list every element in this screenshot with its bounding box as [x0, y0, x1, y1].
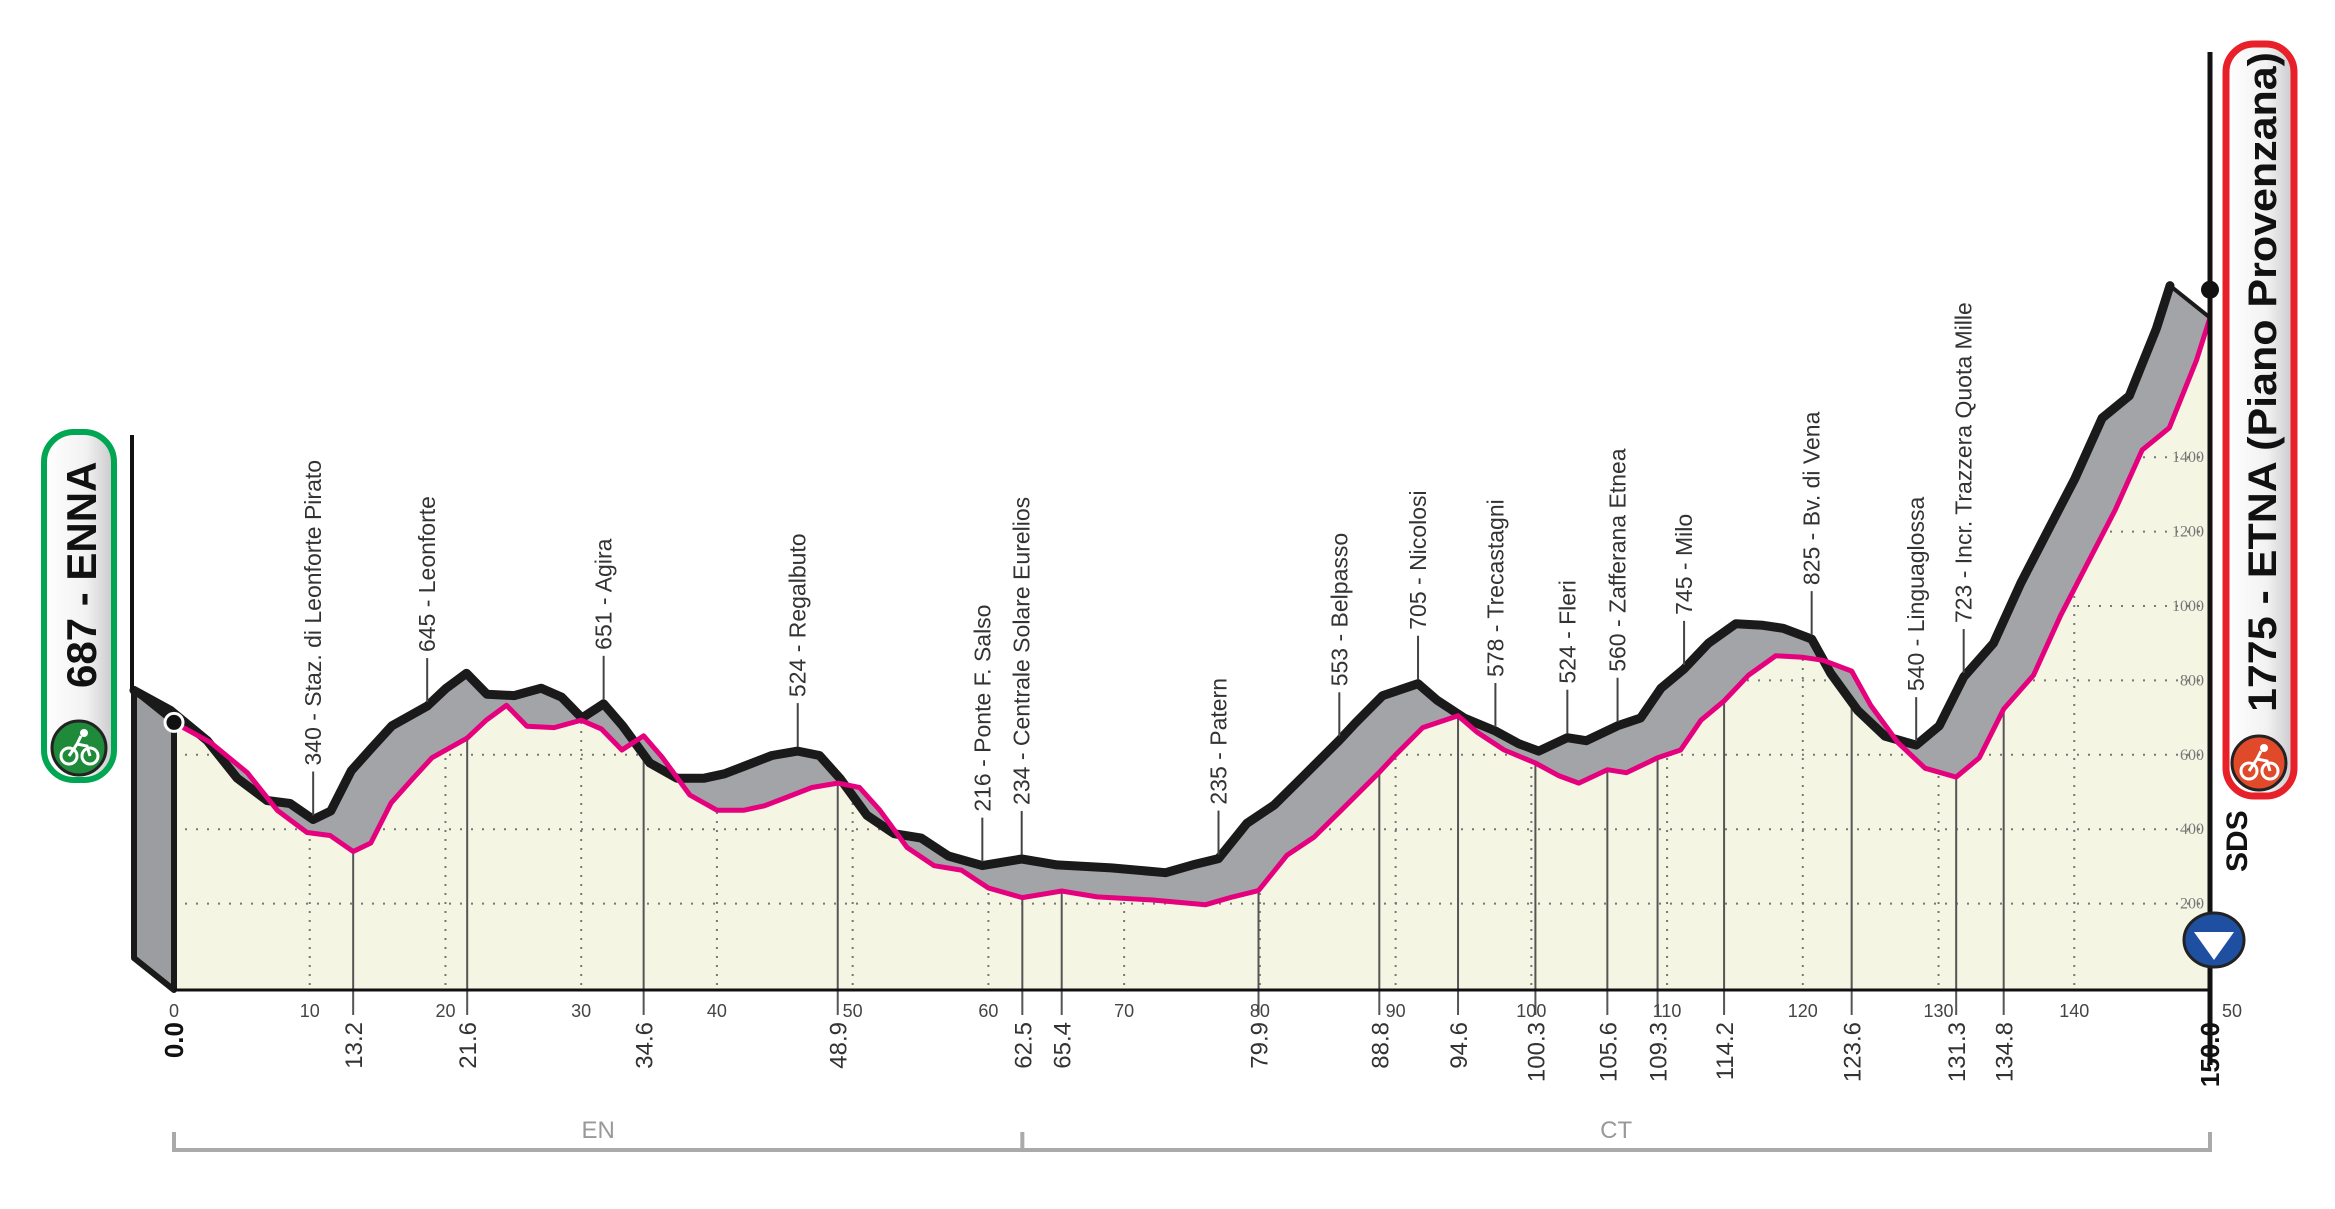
y-tick-label: 1000 [2172, 598, 2204, 615]
y-tick-label: 200 [2180, 896, 2204, 913]
start-badge: 687 - ENNA [41, 429, 117, 783]
waypoint-label: 705 - Nicolosi [1405, 490, 1431, 629]
x-tick-label: 50 [2222, 1001, 2242, 1021]
waypoint-label: 825 - Bv. di Vena [1799, 411, 1825, 585]
cyclist-icon [50, 719, 108, 777]
km-marker-label: 94.6 [1446, 1022, 1473, 1069]
km-marker-label: 79.9 [1247, 1022, 1274, 1069]
km-marker-label: 13.2 [341, 1022, 368, 1069]
x-tick-label: 70 [1114, 1001, 1134, 1021]
km-marker-label: 134.8 [1992, 1022, 2019, 1082]
x-tick-label: 110 [1653, 1001, 1682, 1021]
profile-band-layer [129, 281, 2213, 993]
profile-fill-layer [174, 317, 2210, 990]
province-label: EN [581, 1117, 614, 1144]
waypoint-label: 560 - Zafferana Etnea [1605, 448, 1631, 672]
profile-outline [129, 281, 2175, 878]
x-tick-label: 40 [707, 1001, 727, 1021]
km-marker-label: 100.3 [1523, 1022, 1550, 1082]
km-marker-label: 0.0 [159, 1022, 189, 1058]
waypoint-label: 524 - Fleri [1554, 580, 1580, 684]
km-marker-label: 34.6 [632, 1022, 659, 1069]
y-tick-label: 1200 [2172, 524, 2204, 541]
finish-label: 1775 - ETNA (Piano Provenzana) [2241, 52, 2285, 712]
waypoint-label: 645 - Leonforte [414, 496, 440, 652]
x-tick-label: 100 [1516, 1001, 1546, 1021]
km-marker-label: 48.9 [826, 1022, 853, 1069]
x-tick-label: 60 [978, 1001, 998, 1021]
province-bar [172, 1132, 2212, 1152]
x-tick-label: 30 [571, 1001, 591, 1021]
waypoint-label: 524 - Regalbuto [785, 533, 811, 697]
y-tick-label: 1400 [2172, 449, 2204, 466]
profile-area [174, 317, 2210, 990]
y-tick-label: 400 [2180, 821, 2204, 838]
waypoint-label: 745 - Milo [1671, 514, 1697, 615]
waypoint-label: 651 - Agira [591, 538, 617, 649]
finish-marker-icon [2182, 911, 2246, 969]
waypoint-label: 723 - Incr. Trazzera Quota Mille [1951, 302, 1977, 623]
finish-point [2201, 280, 2219, 299]
waypoint-labels: 340 - Staz. di Leonforte Pirato 645 - Leo… [300, 302, 1977, 862]
finish-badge: 1775 - ETNA (Piano Provenzana) [2222, 40, 2298, 800]
km-marker-label: 105.6 [1595, 1022, 1622, 1082]
sds-logo: SDS [2221, 810, 2254, 872]
waypoint-label: 340 - Staz. di Leonforte Pirato [300, 460, 326, 766]
x-tick-label: 10 [300, 1001, 320, 1021]
waypoint-label: 540 - Linguaglossa [1903, 497, 1929, 692]
km-marker-label: 62.5 [1010, 1022, 1037, 1069]
y-tick-label: 600 [2180, 747, 2204, 764]
x-tick-label: 90 [1386, 1001, 1406, 1021]
km-marker-label: 123.6 [1840, 1022, 1867, 1082]
x-tick-label: 140 [2059, 1001, 2089, 1021]
x-tick-label: 130 [1924, 1001, 1954, 1021]
waypoint-label: 216 - Ponte F. Salso [969, 605, 995, 812]
waypoint-label: 553 - Belpasso [1326, 533, 1352, 686]
profile-left-face [131, 687, 177, 993]
x-tick-label: 80 [1250, 1001, 1270, 1021]
profile-edge [2168, 284, 2212, 320]
cyclist-icon [2230, 734, 2288, 792]
waypoint-label: 578 - Trecastagni [1482, 499, 1508, 677]
waypoint-label: 234 - Centrale Solare Eurelios [1009, 497, 1035, 805]
marker-lines [352, 671, 2005, 1015]
km-marker-label: 21.6 [455, 1022, 482, 1069]
y-tick-label: 800 [2180, 672, 2204, 689]
waypoint-label: 235 - Patern [1206, 678, 1232, 805]
x-tick-label: 20 [435, 1001, 455, 1021]
province-label: CT [1600, 1117, 1632, 1144]
start-label: 687 - ENNA [58, 462, 105, 688]
km-marker-label: 114.2 [1712, 1022, 1739, 1080]
x-tick-label: 50 [843, 1001, 863, 1021]
x-tick-label: 0 [169, 1001, 179, 1021]
x-tick-label: 120 [1788, 1001, 1818, 1021]
km-marker-label: 88.8 [1367, 1022, 1394, 1069]
km-marker-label: 65.4 [1050, 1022, 1077, 1069]
km-marker-label: 131.3 [1944, 1022, 1971, 1082]
axes: 0.0 13.2 21.6 34.6 48.9 62.5 65.4 79.9 88.8 94.6 1… [130, 52, 2242, 1152]
start-point [163, 711, 185, 733]
km-marker-label: 109.3 [1646, 1022, 1673, 1082]
route-line [172, 316, 2213, 908]
